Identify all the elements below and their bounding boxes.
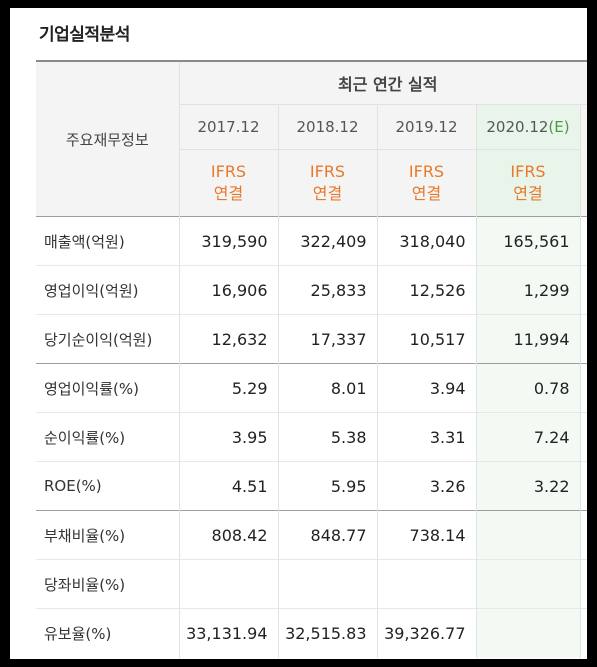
cell-value: 17,337: [278, 314, 378, 364]
ifrs-label: IFRS 연결: [377, 149, 477, 217]
ifrs-label: IFRS 연결: [179, 149, 279, 217]
cell-value: [377, 559, 477, 609]
cell-pad: [580, 314, 587, 364]
ifrs-label: IFRS 연결: [278, 149, 378, 217]
cell-value: 3.22: [476, 461, 581, 511]
cell-value: 5.29: [179, 363, 279, 413]
year-header: 2019.12: [377, 104, 477, 150]
financial-table: 주요재무정보 최근 연간 실적 2017.12 2018.12 2019.12 …: [36, 60, 587, 658]
year-header: 2017.12: [179, 104, 279, 150]
cell-value: 5.95: [278, 461, 378, 511]
cell-value: 3.31: [377, 412, 477, 462]
cell-pad: [580, 559, 587, 609]
cell-value: 738.14: [377, 510, 477, 560]
estimate-mark: (E): [548, 118, 570, 136]
cell-value: 4.51: [179, 461, 279, 511]
row-label: 부채비율(%): [36, 510, 180, 560]
cell-value: [278, 559, 378, 609]
cell-value: 12,632: [179, 314, 279, 364]
cell-value: 39,326.77: [377, 608, 477, 658]
cell-pad: [580, 461, 587, 511]
cell-value: 3.94: [377, 363, 477, 413]
cell-value: [476, 608, 581, 658]
cell-pad: [580, 363, 587, 413]
header-label: 주요재무정보: [36, 60, 180, 217]
cell-value: 318,040: [377, 216, 477, 266]
row-label: 영업이익(억원): [36, 265, 180, 315]
cell-value: 1,299: [476, 265, 581, 315]
financial-summary-panel: 기업실적분석 주요재무정보 최근 연간 실적 2017.12 2018.12 2…: [10, 8, 587, 659]
cell-value: 16,906: [179, 265, 279, 315]
cell-value: 165,561: [476, 216, 581, 266]
row-label: 매출액(억원): [36, 216, 180, 266]
header-pad: [580, 104, 587, 150]
cell-pad: [580, 510, 587, 560]
cell-value: 25,833: [278, 265, 378, 315]
ifrs-label: IFRS 연결: [476, 149, 581, 217]
cell-pad: [580, 216, 587, 266]
cell-value: 322,409: [278, 216, 378, 266]
cell-value: 8.01: [278, 363, 378, 413]
cell-value: 12,526: [377, 265, 477, 315]
cell-value: 33,131.94: [179, 608, 279, 658]
row-label: 유보율(%): [36, 608, 180, 658]
row-label: 당좌비율(%): [36, 559, 180, 609]
row-label: 순이익률(%): [36, 412, 180, 462]
year-header-estimate: 2020.12(E): [476, 104, 581, 150]
header-group: 최근 연간 실적: [179, 60, 587, 105]
cell-value: 10,517: [377, 314, 477, 364]
cell-pad: [580, 608, 587, 658]
cell-value: [476, 510, 581, 560]
cell-pad: [580, 265, 587, 315]
cell-value: 32,515.83: [278, 608, 378, 658]
cell-value: 11,994: [476, 314, 581, 364]
cell-value: 3.26: [377, 461, 477, 511]
row-label: 당기순이익(억원): [36, 314, 180, 364]
section-title: 기업실적분석: [39, 25, 130, 45]
row-label: ROE(%): [36, 461, 180, 511]
year-header: 2018.12: [278, 104, 378, 150]
cell-value: 7.24: [476, 412, 581, 462]
cell-value: 3.95: [179, 412, 279, 462]
cell-value: 5.38: [278, 412, 378, 462]
cell-value: 0.78: [476, 363, 581, 413]
cell-pad: [580, 412, 587, 462]
cell-value: [476, 559, 581, 609]
cell-value: 808.42: [179, 510, 279, 560]
row-label: 영업이익률(%): [36, 363, 180, 413]
cell-value: 319,590: [179, 216, 279, 266]
cell-value: [179, 559, 279, 609]
cell-value: 848.77: [278, 510, 378, 560]
header-pad: [580, 149, 587, 217]
